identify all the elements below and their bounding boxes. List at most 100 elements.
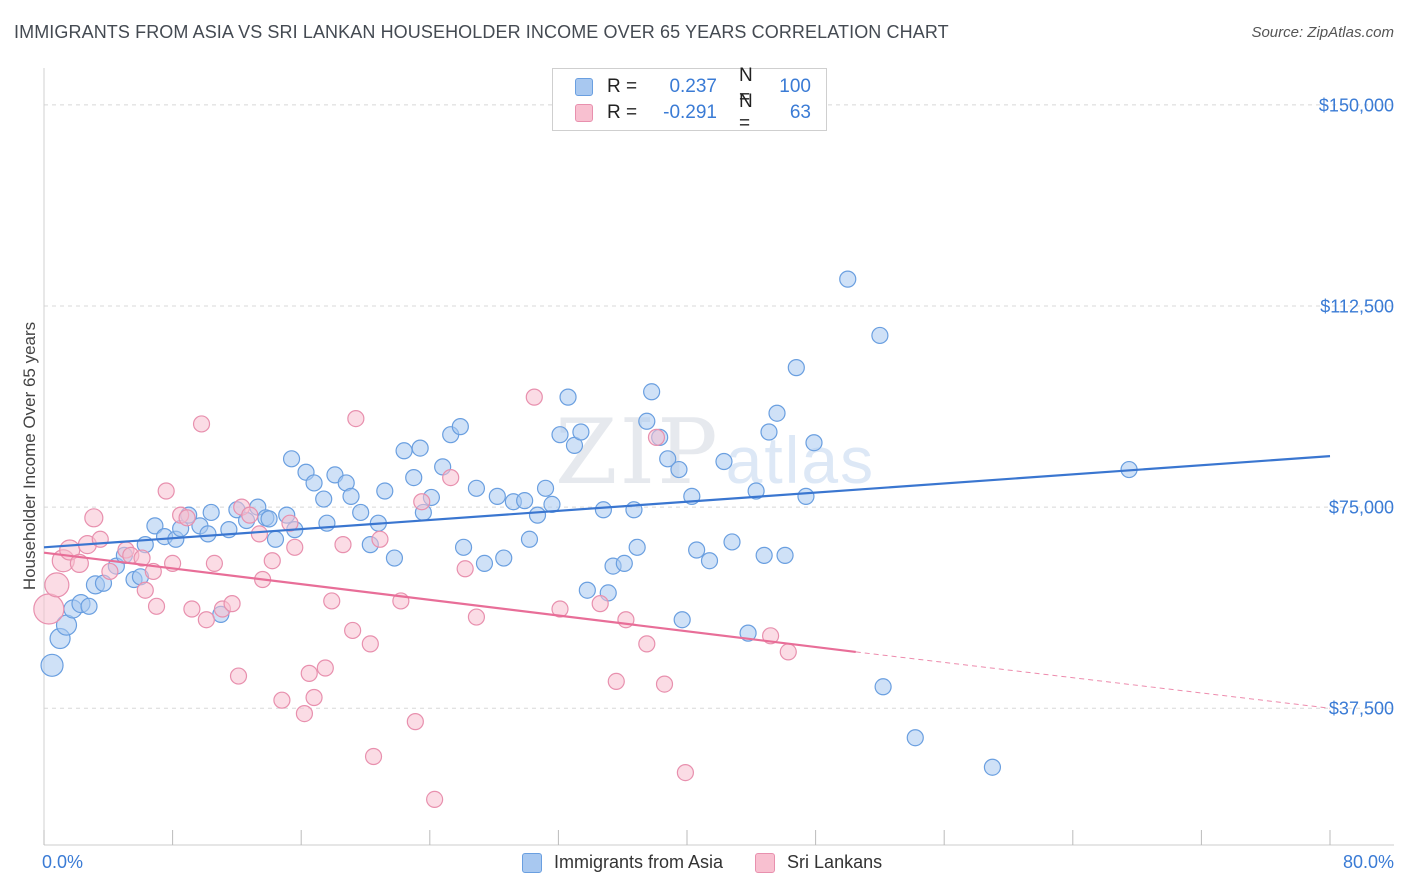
series-swatch-srilankans: [755, 852, 776, 873]
point-srilankans: [183, 600, 201, 618]
data-points: [33, 270, 1138, 809]
point-asia: [578, 581, 596, 599]
point-srilankans: [44, 572, 70, 598]
point-asia: [700, 552, 719, 570]
point-asia: [688, 541, 706, 559]
point-srilankans: [101, 562, 119, 581]
point-asia: [715, 452, 733, 471]
series-legend-srilankans[interactable]: Sri Lankans: [755, 852, 882, 873]
point-asia: [385, 549, 404, 567]
point-asia: [411, 439, 429, 457]
point-srilankans: [205, 554, 223, 573]
point-srilankans: [442, 468, 460, 487]
point-asia: [760, 423, 778, 441]
chart-title: IMMIGRANTS FROM ASIA VS SRI LANKAN HOUSE…: [14, 22, 949, 42]
point-asia: [747, 482, 765, 500]
point-srilankans: [263, 552, 281, 570]
point-srilankans: [84, 508, 104, 528]
point-asia: [395, 442, 413, 460]
point-asia: [467, 479, 486, 497]
y-tick-label: $75,000: [1328, 497, 1394, 518]
point-asia: [670, 460, 688, 479]
point-asia: [776, 546, 794, 564]
point-srilankans: [250, 525, 269, 543]
point-asia: [376, 482, 394, 500]
legend-n-value: 63: [789, 102, 811, 123]
point-asia: [528, 506, 547, 524]
point-asia: [755, 546, 773, 564]
point-srilankans: [300, 664, 318, 682]
point-asia: [405, 468, 423, 487]
point-srilankans: [305, 688, 323, 707]
y-tick-label: $112,500: [1320, 296, 1394, 317]
y-tick-label: $150,000: [1318, 95, 1394, 116]
point-asia: [282, 450, 301, 468]
point-srilankans: [676, 763, 694, 782]
point-asia: [305, 474, 323, 492]
point-srilankans: [241, 506, 259, 524]
legend-r-value: -0.291: [663, 102, 717, 123]
point-asia: [40, 653, 64, 677]
trend-lines: [43, 455, 1331, 709]
point-srilankans: [223, 595, 241, 613]
x-tick-label-max: 80.0%: [1342, 852, 1394, 872]
point-asia: [787, 359, 805, 377]
point-srilankans: [229, 667, 248, 685]
point-srilankans: [779, 643, 797, 661]
legend-n-label: N =: [739, 91, 753, 134]
point-asia: [318, 514, 336, 532]
series-swatch-asia: [522, 852, 542, 873]
point-asia: [551, 426, 569, 444]
point-asia: [352, 503, 370, 522]
point-asia: [516, 492, 534, 510]
series-legend-asia[interactable]: Immigrants from Asia: [522, 852, 723, 873]
point-asia: [805, 434, 823, 452]
point-asia: [723, 533, 741, 551]
point-asia: [488, 487, 506, 505]
point-srilankans: [91, 530, 109, 548]
point-asia: [199, 525, 217, 543]
point-asia: [839, 270, 857, 288]
legend-row-srilankans: R = -0.291 N = 63: [575, 91, 811, 134]
point-srilankans: [426, 790, 444, 809]
legend-n-value: 100: [779, 76, 811, 97]
point-srilankans: [197, 611, 215, 629]
point-srilankans: [456, 560, 474, 578]
point-asia: [260, 510, 278, 528]
point-asia: [146, 517, 164, 535]
point-asia: [768, 404, 786, 422]
point-srilankans: [136, 581, 154, 599]
legend-r-label: R =: [607, 76, 638, 97]
point-srilankans: [591, 595, 609, 613]
legend-n-label: N =: [739, 65, 753, 108]
series-legend-label: Sri Lankans: [787, 852, 883, 872]
point-srilankans: [361, 635, 379, 653]
point-srilankans: [286, 538, 304, 556]
point-asia: [874, 678, 892, 696]
series-legend: Immigrants from Asia Sri Lankans: [522, 852, 914, 873]
point-srilankans: [147, 597, 166, 615]
point-srilankans: [655, 675, 674, 693]
point-asia: [451, 418, 469, 436]
point-asia: [638, 412, 656, 430]
point-asia: [543, 495, 561, 514]
point-srilankans: [406, 713, 424, 731]
point-srilankans: [551, 600, 569, 618]
point-srilankans: [133, 549, 151, 567]
point-srilankans: [281, 514, 299, 532]
point-asia: [475, 554, 494, 573]
point-asia: [615, 554, 633, 573]
point-srilankans: [525, 388, 543, 406]
legend-row-asia: R = 0.237 N = 100: [575, 65, 811, 108]
point-srilankans: [364, 747, 383, 766]
point-srilankans: [371, 530, 389, 548]
point-asia: [983, 758, 1002, 776]
point-asia: [520, 530, 539, 548]
point-srilankans: [33, 593, 65, 625]
point-srilankans: [413, 493, 431, 511]
y-axis-label: Householder Income Over 65 years: [20, 321, 39, 591]
point-srilankans: [607, 672, 625, 691]
watermark-atlas: atlas: [725, 423, 876, 497]
axes: [43, 68, 1394, 846]
